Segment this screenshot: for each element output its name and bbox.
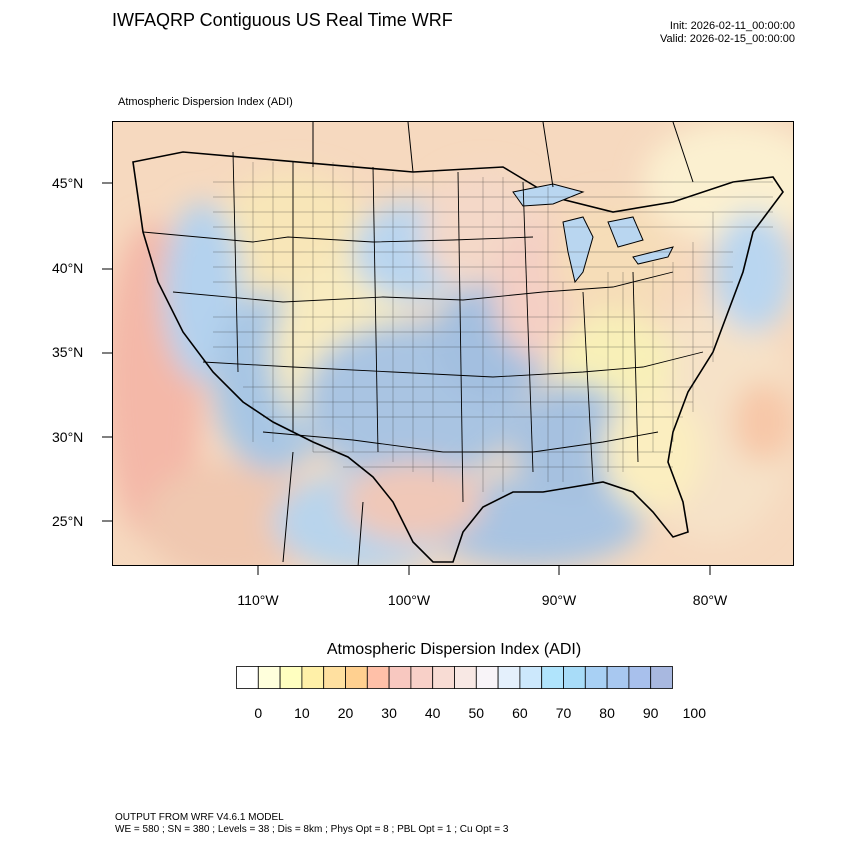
state-boundaries [142,151,704,503]
lat-label-40: 40°N [52,260,84,276]
model-version: OUTPUT FROM WRF V4.6.1 MODEL [115,812,284,823]
lake-huron [607,216,644,248]
colorbar-swatch [650,666,673,689]
lake-erie [632,246,674,265]
colorbar-tick-label: 50 [468,705,485,721]
colorbar-title: Atmospheric Dispersion Index (ADI) [326,641,582,658]
map-canvas [113,122,793,565]
lon-label-90w: 90°W [541,592,577,608]
lat-label-35: 35°N [52,344,84,360]
county-boundaries [213,162,773,492]
lon-label-100w: 100°W [387,592,431,608]
colorbar-swatch [366,666,390,689]
colorbar-tick-label: 70 [555,705,572,721]
lon-ticks [257,565,711,575]
map-panel [112,121,794,566]
colorbar-swatch [497,666,521,689]
colorbar-tick-label: 90 [642,705,659,721]
time-info: Init: 2026-02-11_00:00:00 Valid: 2026-02… [660,20,795,46]
colorbar-tick-label: 60 [512,705,528,721]
valid-time: Valid: 2026-02-15_00:00:00 [660,33,795,45]
colorbar [236,666,673,689]
colorbar-tick-label: 30 [381,705,397,721]
colorbar-tick-label: 40 [424,705,441,721]
lon-label-110w: 110°W [237,592,279,608]
colorbar-swatch [519,666,543,689]
colorbar-tick-label: 20 [337,705,354,721]
colorbar-tick-label: 0 [254,705,263,721]
coastline [132,151,784,563]
lat-ticks [102,182,112,522]
colorbar-swatch [432,666,455,689]
lon-label-80w: 80°W [692,592,728,608]
colorbar-swatch [410,666,434,689]
colorbar-swatch [279,666,303,689]
field-label: Atmospheric Dispersion Index (ADI) [118,96,293,108]
colorbar-swatch [388,666,412,689]
colorbar-tick-label: 10 [294,705,310,721]
colorbar-swatch [541,666,564,689]
lat-label-25: 25°N [52,513,84,529]
colorbar-swatch [606,666,630,689]
colorbar-swatch [454,666,477,689]
colorbar-swatch [236,666,259,689]
colorbar-swatch [301,666,325,689]
plot-title: IWFAQRP Contiguous US Real Time WRF [112,10,453,30]
colorbar-tick-label: 80 [599,705,615,721]
colorbar-swatch [323,666,346,689]
colorbar-swatch [628,666,652,689]
init-time: Init: 2026-02-11_00:00:00 [669,20,795,32]
lat-label-45: 45°N [52,175,84,191]
colorbar-swatch [475,666,499,689]
model-config: WE = 580 ; SN = 380 ; Levels = 38 ; Dis … [115,824,509,835]
national-boundaries [282,122,694,565]
model-info: OUTPUT FROM WRF V4.6.1 MODEL WE = 580 ; … [115,812,508,836]
colorbar-tick-label: 100 [682,705,706,721]
colorbar-swatch [563,666,586,689]
colorbar-swatch [584,666,608,689]
colorbar-swatch [257,666,281,689]
colorbar-swatch [345,666,368,689]
lat-label-30: 30°N [52,429,84,445]
